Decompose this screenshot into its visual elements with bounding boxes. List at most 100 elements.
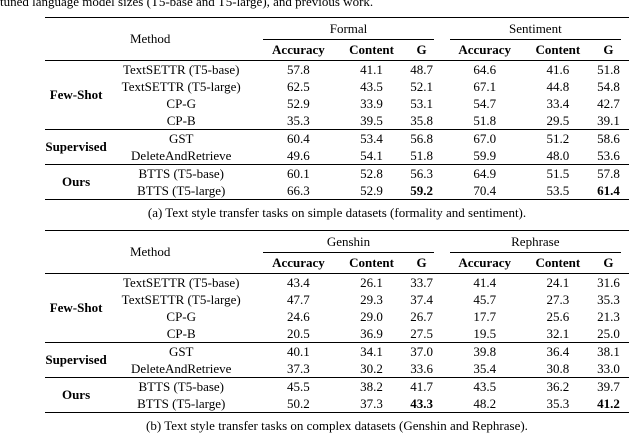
body-text-clipped: tuned language model sizes (T5-base and … <box>0 0 640 9</box>
table-row: CP-B 20.5 36.9 27.5 19.5 32.1 25.0 <box>45 325 629 343</box>
metric-value: 34.1 <box>341 341 402 360</box>
metric-value: 26.1 <box>360 274 383 290</box>
table-row: Supervised GST 60.4 53.4 56.8 67.0 51.2 58.6 <box>45 128 629 164</box>
metric-value: 43.5 <box>360 78 383 94</box>
table-row: TextSETTR (T5-large) 62.5 43.5 52.1 67.1 44.8… <box>45 78 629 95</box>
metric-value: 37.4 <box>410 291 433 307</box>
metric-value: 49.6 <box>287 147 310 163</box>
column-group-sentiment: Sentiment <box>442 18 629 40</box>
column-group-label: Sentiment <box>508 21 562 36</box>
method-name: CP-G <box>166 308 197 324</box>
metric-value: 44.8 <box>546 78 570 94</box>
metric-value: 57.8 <box>587 163 629 182</box>
metric-value: 38.2 <box>341 376 402 395</box>
method-name: GST <box>107 128 256 147</box>
method-column-header: Method <box>45 17 256 61</box>
table-a: Method Formal Sentiment Accuracy Content… <box>45 17 629 200</box>
metric-value: 35.4 <box>473 360 497 376</box>
col-header-accuracy: Accuracy <box>255 40 342 61</box>
table-row: DeleteAndRetrieve 37.3 30.2 33.6 35.4 30.8 33.… <box>45 360 629 378</box>
metric-value: 64.6 <box>473 61 497 77</box>
row-group-label: Ours <box>45 376 108 412</box>
metric-value: 54.1 <box>360 147 383 163</box>
method-name: BTTS (T5-base) <box>107 163 256 182</box>
column-group-label: Genshin <box>326 234 371 249</box>
metric-value: 43.3 <box>410 395 433 411</box>
row-group-label: Supervised <box>45 341 108 377</box>
header-row-groups: Method Genshin Rephrase <box>45 230 629 274</box>
table-row: Ours BTTS (T5-base) 45.5 38.2 41.7 43.5 36.2 39… <box>45 376 629 412</box>
column-group-rephrase: Rephrase <box>442 231 629 253</box>
metric-value: 64.9 <box>441 163 528 182</box>
metric-value: 35.8 <box>410 112 433 128</box>
metric-value: 52.9 <box>360 182 383 198</box>
metric-value: 36.2 <box>527 376 588 395</box>
metric-value: 30.8 <box>546 360 570 376</box>
row-group: Supervised GST 40.1 34.1 37.0 39.8 36.4 38.1 Del… <box>45 341 629 378</box>
metric-value: 33.9 <box>360 95 383 111</box>
method-name: BTTS (T5-base) <box>107 376 256 395</box>
metric-value: 36.9 <box>360 325 383 341</box>
metric-value: 48.0 <box>546 147 570 163</box>
metric-value: 35.3 <box>546 395 570 411</box>
table-a-caption: (a) Text style transfer tasks on simple … <box>147 205 527 220</box>
metric-value: 43.5 <box>441 376 528 395</box>
method-name: GST <box>107 341 256 360</box>
method-name: TextSETTR (T5-base) <box>123 61 240 77</box>
metric-value: 53.4 <box>341 128 402 147</box>
header-row-groups: Method Formal Sentiment <box>45 17 629 61</box>
method-name: TextSETTR (T5-large) <box>121 291 241 307</box>
metric-value: 62.5 <box>287 78 310 94</box>
metric-value: 56.8 <box>401 128 442 147</box>
metric-value: 48.7 <box>410 61 433 77</box>
metric-value: 51.2 <box>527 128 588 147</box>
metric-value: 20.5 <box>287 325 310 341</box>
table-row: DeleteAndRetrieve 49.6 54.1 51.8 59.9 48.0 53.… <box>45 147 629 165</box>
metric-value: 67.0 <box>441 128 528 147</box>
metric-value: 37.0 <box>401 341 442 360</box>
metric-value: 29.0 <box>360 308 383 324</box>
col-header-g: G <box>587 253 629 274</box>
metric-value: 51.8 <box>597 61 620 77</box>
col-header-content: Content <box>341 253 402 274</box>
metric-value: 41.1 <box>360 61 383 77</box>
metric-value: 61.4 <box>597 182 620 198</box>
metric-value: 25.0 <box>597 325 620 341</box>
col-header-content: Content <box>527 253 588 274</box>
metric-value: 52.8 <box>341 163 402 182</box>
header-row-metrics: Accuracy Content G Accuracy Content G <box>45 40 629 61</box>
metric-value: 35.3 <box>287 112 310 128</box>
table-row: BTTS (T5-large) 50.2 37.3 43.3 48.2 35.3 41.2 <box>45 395 629 413</box>
metric-value: 54.7 <box>473 95 497 111</box>
metric-value: 70.4 <box>473 182 497 198</box>
column-group-label: Rephrase <box>511 234 560 249</box>
metric-value: 39.8 <box>441 341 528 360</box>
method-name: CP-G <box>166 95 197 111</box>
metric-value: 52.1 <box>410 78 433 94</box>
metric-value: 27.5 <box>410 325 433 341</box>
metric-value: 54.8 <box>597 78 620 94</box>
metric-value: 32.1 <box>546 325 570 341</box>
metric-value: 66.3 <box>287 182 310 198</box>
metric-value: 41.4 <box>473 274 497 290</box>
method-name: CP-B <box>166 112 196 128</box>
metric-value: 39.5 <box>360 112 383 128</box>
results-table-simple-datasets: Method Formal Sentiment Accuracy Content… <box>45 17 629 200</box>
method-name: BTTS (T5-large) <box>137 182 226 198</box>
table-row: CP-G 52.9 33.9 53.1 54.7 33.4 42.7 <box>45 95 629 112</box>
col-header-accuracy: Accuracy <box>441 40 528 61</box>
method-name: CP-B <box>166 325 196 341</box>
method-name: TextSETTR (T5-base) <box>123 274 240 290</box>
metric-value: 53.6 <box>597 147 620 163</box>
row-group-label: Few-Shot <box>49 87 103 102</box>
metric-value: 45.7 <box>473 291 497 307</box>
metric-value: 47.7 <box>287 291 310 307</box>
metric-value: 29.3 <box>360 291 383 307</box>
metric-value: 38.1 <box>587 341 629 360</box>
metric-value: 26.7 <box>410 308 433 324</box>
metric-value: 25.6 <box>546 308 570 324</box>
metric-value: 24.6 <box>287 308 310 324</box>
row-group: Few-Shot TextSETTR (T5-base) 57.8 41.1 48.7 6… <box>45 60 629 129</box>
metric-value: 41.2 <box>597 395 620 411</box>
metric-value: 60.4 <box>255 128 342 147</box>
